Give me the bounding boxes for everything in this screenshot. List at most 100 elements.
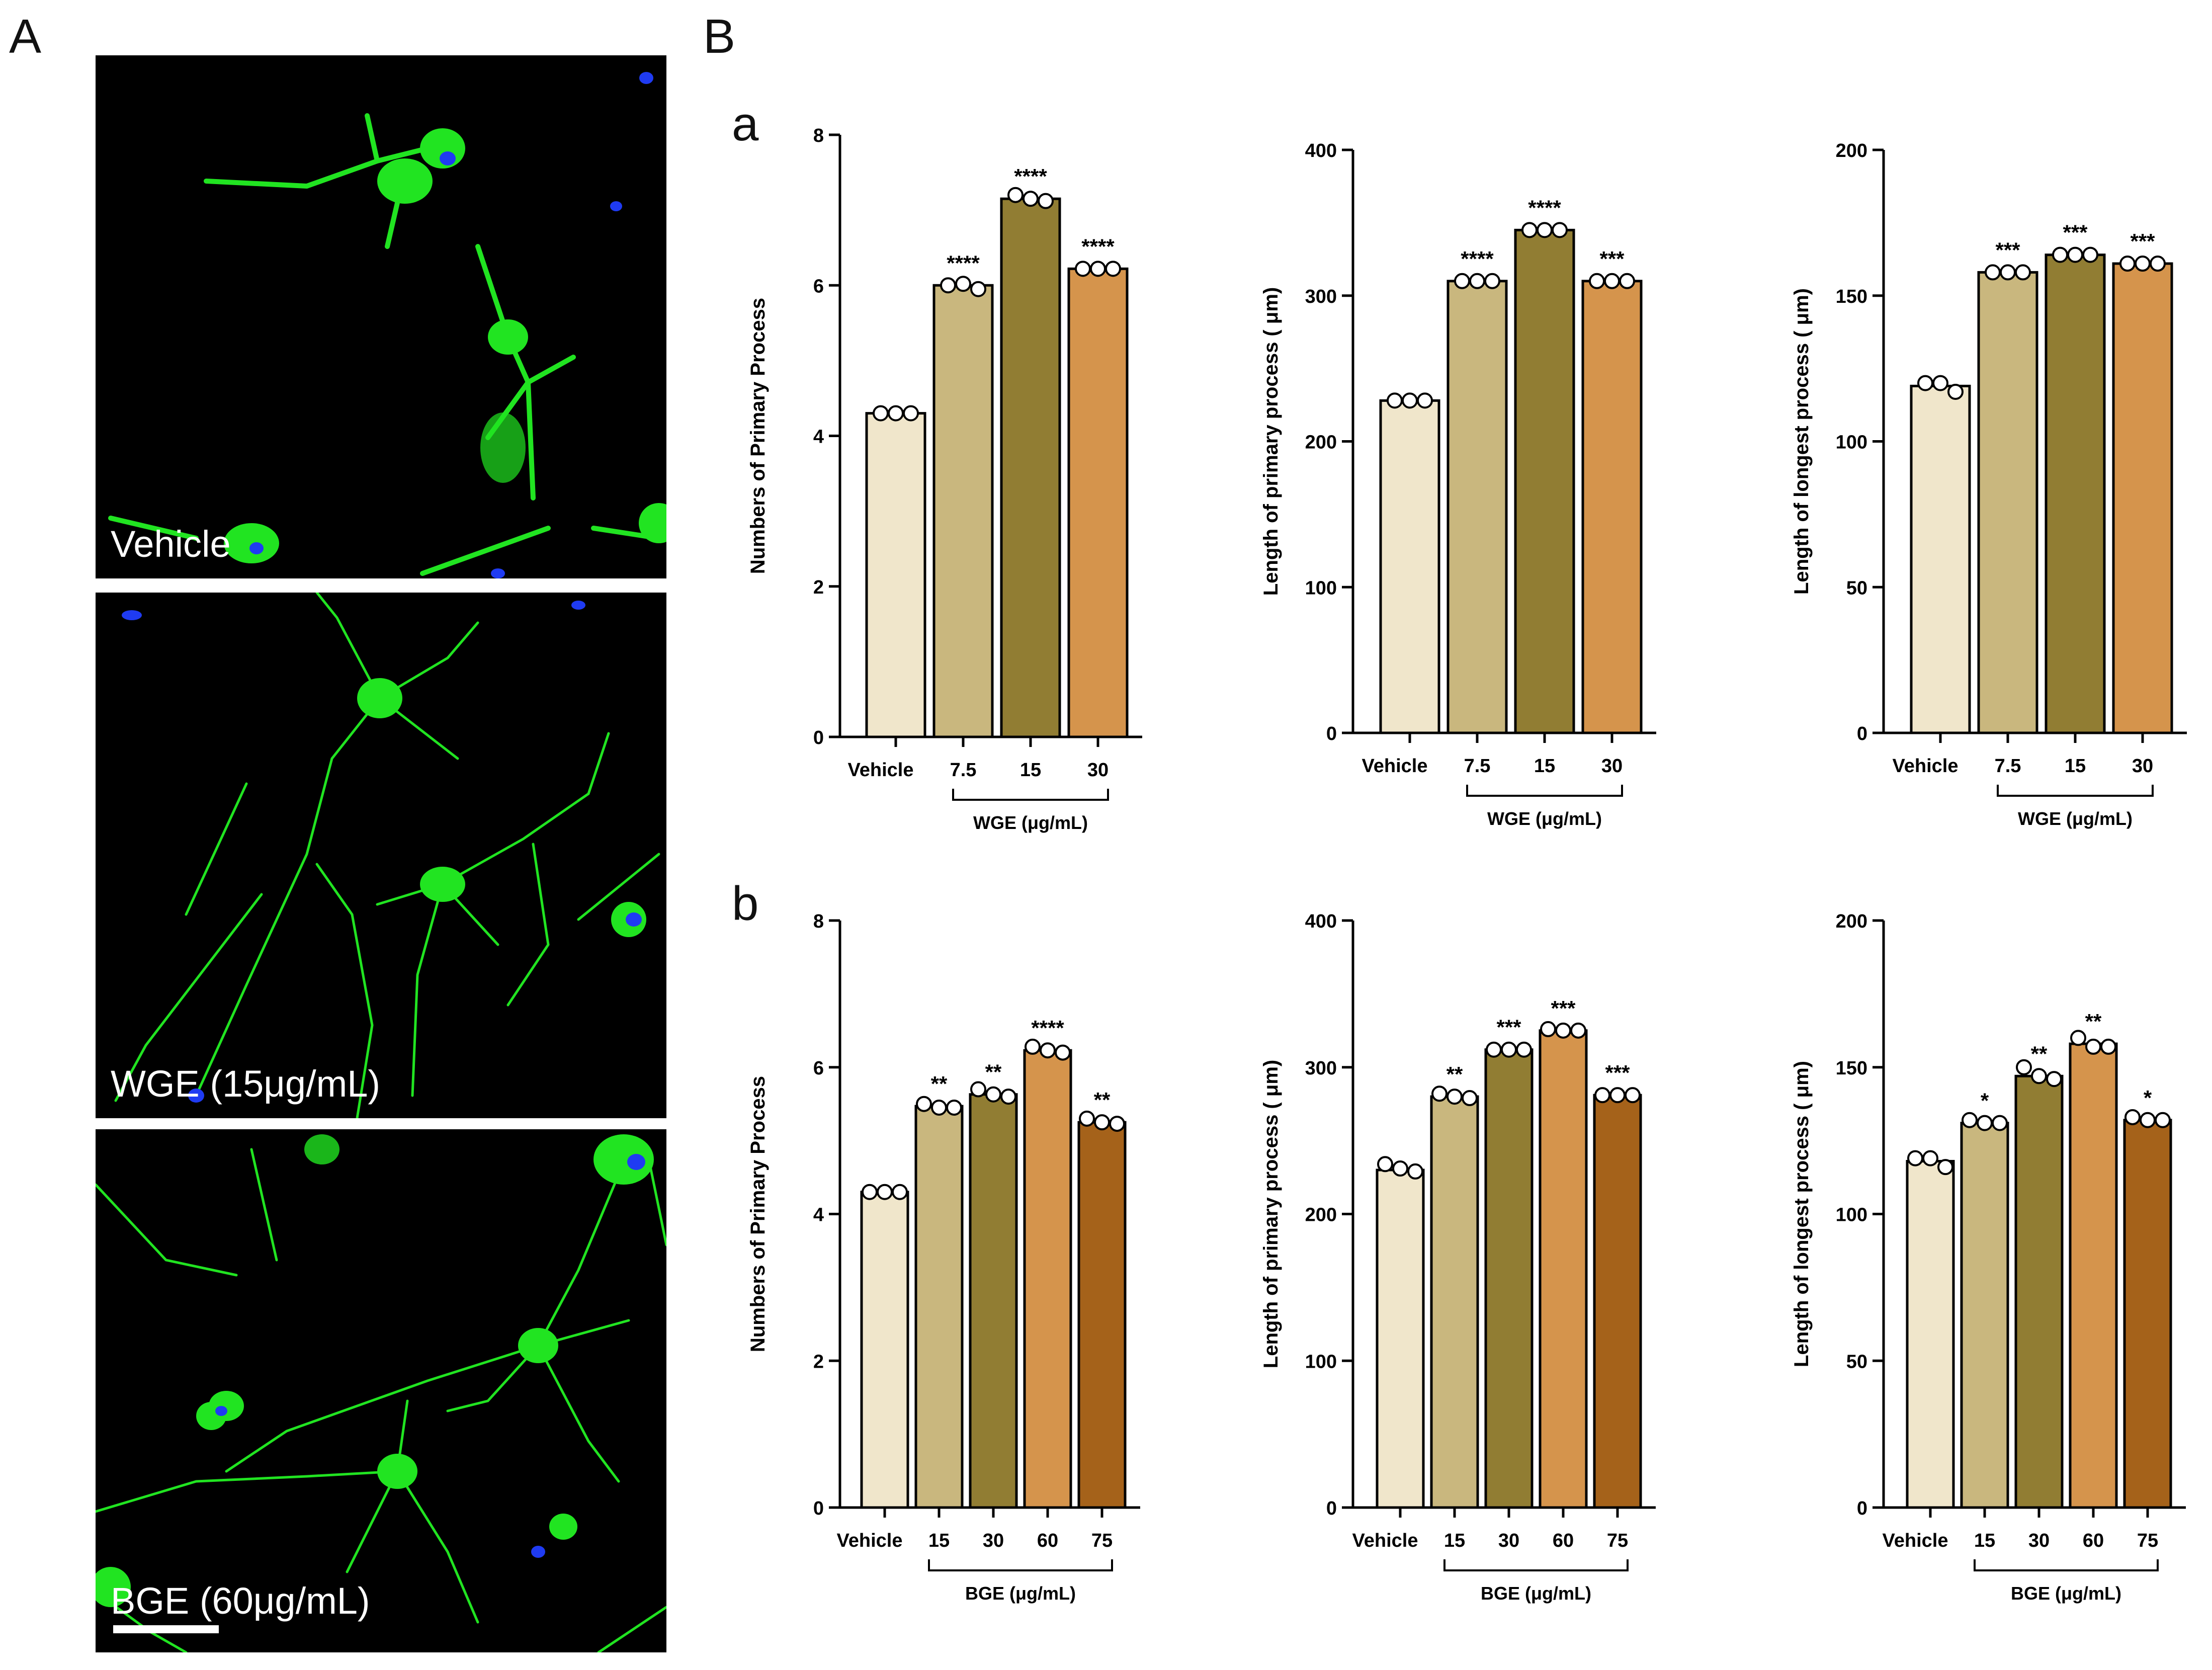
data-point <box>1932 375 1948 391</box>
x-tick-label: 75 <box>2137 1530 2158 1551</box>
x-tick-label: 15 <box>1444 1530 1465 1551</box>
y-tick-label: 50 <box>1846 577 1867 599</box>
y-tick-label: 200 <box>1836 140 1867 161</box>
data-point <box>1604 273 1620 289</box>
x-tick-label: 30 <box>2028 1530 2050 1551</box>
significance-label: *** <box>1496 1016 1521 1039</box>
bar <box>1960 1122 2009 1509</box>
data-point <box>2135 256 2151 272</box>
scale-bar <box>113 1625 219 1633</box>
x-tick-label: Vehicle <box>848 760 914 781</box>
x-tick-label: Vehicle <box>1362 756 1428 777</box>
group-label: BGE (μg/mL) <box>2011 1583 2121 1604</box>
data-point <box>2119 256 2136 272</box>
data-point <box>1377 1156 1393 1173</box>
data-point <box>1962 1112 1978 1128</box>
bar <box>1906 1159 1955 1509</box>
data-point <box>1038 193 1054 209</box>
y-tick-label: 200 <box>1305 1205 1337 1226</box>
data-point <box>2015 264 2031 281</box>
significance-label: *** <box>1995 238 2020 262</box>
y-tick-label: 8 <box>813 125 824 146</box>
group-bracket <box>1466 785 1623 797</box>
group-label: BGE (μg/mL) <box>965 1583 1076 1604</box>
data-point <box>2140 1112 2156 1128</box>
group-label: BGE (μg/mL) <box>1481 1583 1591 1604</box>
data-point <box>1977 1115 1993 1131</box>
data-point <box>1392 1160 1408 1177</box>
x-tick-label: 15 <box>1974 1530 1995 1551</box>
data-point <box>2031 1068 2047 1084</box>
x-tick-label: 60 <box>2083 1530 2104 1551</box>
data-point <box>2046 1071 2062 1088</box>
x-tick-label: 7.5 <box>950 760 977 781</box>
x-tick-label: 7.5 <box>1464 756 1491 777</box>
y-tick-label: 400 <box>1305 911 1337 932</box>
data-point <box>1937 1159 1953 1176</box>
bar <box>1977 271 2038 734</box>
significance-label: ** <box>931 1072 948 1096</box>
y-tick-label: 300 <box>1305 1058 1337 1079</box>
data-point <box>1000 1089 1016 1105</box>
y-axis-title: Numbers of Primary Process <box>747 1076 769 1352</box>
bar <box>932 284 994 738</box>
data-point <box>1501 1041 1517 1058</box>
y-tick-label: 100 <box>1305 577 1337 599</box>
data-point <box>1079 1110 1095 1127</box>
significance-label: *** <box>2130 229 2155 253</box>
bar <box>1379 399 1440 734</box>
data-point <box>2155 1112 2171 1128</box>
data-point <box>1105 261 1121 277</box>
significance-label: **** <box>1031 1016 1064 1040</box>
y-tick-label: 100 <box>1836 1205 1867 1226</box>
data-point <box>2082 246 2098 263</box>
group-bracket <box>952 789 1109 801</box>
data-point <box>1402 392 1418 409</box>
x-tick-label: Vehicle <box>1893 756 1959 777</box>
neuron-image-vehicle <box>108 72 666 578</box>
y-axis-title: Length of longest process ( μm) <box>1791 1061 1813 1367</box>
data-point <box>1594 1087 1610 1104</box>
group-label: WGE (μg/mL) <box>1487 808 1602 829</box>
data-point <box>2016 1059 2032 1075</box>
group-bracket <box>928 1559 1113 1571</box>
data-point <box>2070 1030 2086 1046</box>
data-point <box>1907 1150 1923 1166</box>
data-point <box>1075 261 1091 277</box>
row-label-b: b <box>732 877 759 931</box>
data-point <box>970 1081 986 1098</box>
bar <box>1023 1049 1072 1509</box>
group-bracket <box>1974 1559 2159 1571</box>
data-point <box>1454 273 1470 289</box>
data-point <box>1992 1115 2008 1131</box>
significance-label: *** <box>1599 247 1625 271</box>
significance-label: ** <box>1447 1062 1463 1086</box>
data-point <box>916 1096 932 1112</box>
significance-label: *** <box>1605 1061 1630 1084</box>
y-tick-label: 150 <box>1836 1058 1867 1079</box>
data-point <box>1486 1041 1502 1058</box>
data-point <box>1469 273 1485 289</box>
data-point <box>1985 264 2001 281</box>
data-point <box>2124 1109 2141 1125</box>
y-axis-title: Length of longest process ( μm) <box>1791 288 1813 595</box>
data-point <box>2150 256 2166 272</box>
data-point <box>1516 1041 1532 1058</box>
x-tick-label: 60 <box>1553 1530 1574 1551</box>
neuron-image-bge <box>96 1134 666 1652</box>
y-tick-label: 4 <box>813 427 824 448</box>
significance-label: **** <box>1014 164 1047 188</box>
significance-label: **** <box>1081 234 1115 258</box>
data-point <box>1521 222 1538 238</box>
y-tick-label: 2 <box>813 577 824 598</box>
micrograph-wge: WGE (15μg/mL) <box>96 593 666 1118</box>
bar <box>1430 1095 1479 1509</box>
significance-label: *** <box>2063 221 2088 244</box>
y-tick-label: 2 <box>813 1351 824 1372</box>
bar <box>1484 1048 1534 1509</box>
bar <box>1077 1121 1127 1509</box>
data-point <box>1619 273 1635 289</box>
data-point <box>1417 392 1433 409</box>
data-point <box>1552 222 1568 238</box>
bar <box>1067 267 1129 738</box>
